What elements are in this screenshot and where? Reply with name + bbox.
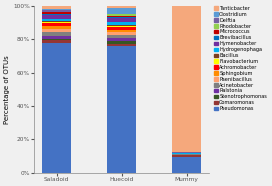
Bar (42, 22, 71, 23)
Bar (107, 6, 136, 8)
Legend: Tanticbacter, Clostridium, Delftia, Rhodobacter, Micrococcus, Brevibacillus, Hym: Tanticbacter, Clostridium, Delftia, Rhod… (214, 5, 267, 112)
Bar (172, 6, 201, 152)
Bar (42, 15, 71, 19)
Bar (107, 25, 136, 26)
Bar (42, 19, 71, 21)
Bar (107, 22, 136, 25)
Bar (42, 6, 71, 9)
Bar (107, 14, 136, 15)
Bar (42, 29, 71, 32)
Bar (42, 39, 71, 40)
Bar (42, 10, 71, 12)
Bar (107, 46, 136, 173)
Bar (42, 40, 71, 43)
Bar (42, 32, 71, 36)
Bar (107, 32, 136, 35)
Bar (42, 43, 71, 173)
Bar (107, 16, 136, 17)
Bar (107, 15, 136, 16)
Bar (107, 18, 136, 22)
Bar (107, 41, 136, 44)
Bar (42, 23, 71, 26)
Bar (107, 8, 136, 14)
Bar (107, 35, 136, 38)
Bar (107, 27, 136, 30)
Bar (42, 12, 71, 15)
Bar (107, 30, 136, 32)
Bar (172, 155, 201, 157)
Y-axis label: Percentage of OTUs: Percentage of OTUs (4, 55, 10, 124)
Bar (172, 152, 201, 153)
Bar (42, 36, 71, 39)
Bar (172, 157, 201, 173)
Bar (42, 21, 71, 22)
Bar (107, 17, 136, 18)
Bar (42, 9, 71, 10)
Bar (107, 38, 136, 41)
Bar (42, 26, 71, 29)
Bar (107, 44, 136, 46)
Bar (107, 26, 136, 27)
